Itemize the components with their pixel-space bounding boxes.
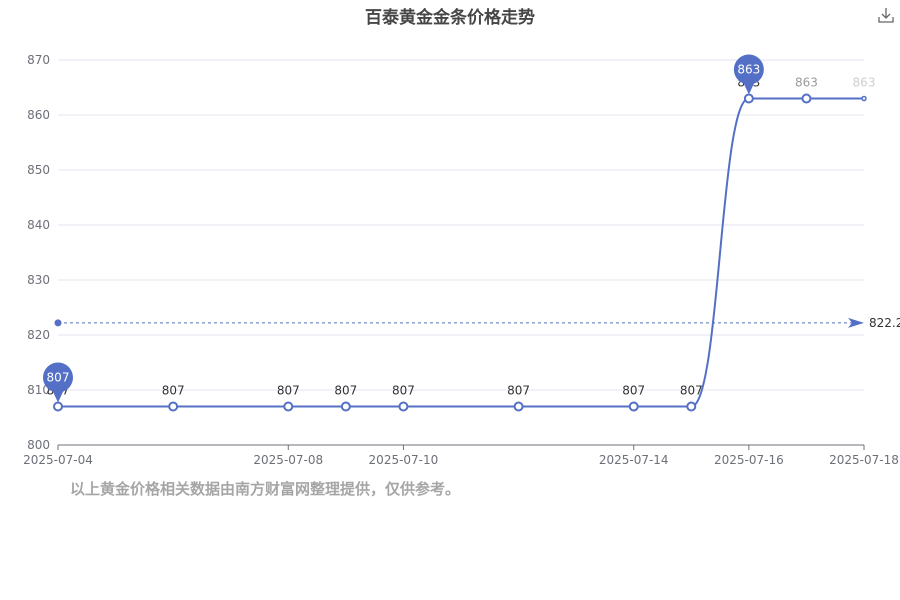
data-point (743, 93, 754, 104)
y-tick-label: 860 (27, 108, 50, 122)
data-label: 807 (392, 384, 415, 398)
average-line-label: 822.2 (869, 316, 900, 330)
series-line (58, 97, 864, 408)
x-tick-label: 2025-07-14 (599, 453, 669, 467)
y-tick-label: 830 (27, 273, 50, 287)
data-label: 863 (795, 76, 818, 90)
data-label: 807 (507, 384, 530, 398)
average-line-arrow (848, 317, 864, 328)
data-label: 807 (277, 384, 300, 398)
data-label: 807 (680, 384, 703, 398)
x-tick-label: 2025-07-10 (369, 453, 439, 467)
data-point (513, 401, 524, 412)
y-tick-label: 820 (27, 328, 50, 342)
y-tick-label: 850 (27, 163, 50, 177)
x-tick-label: 2025-07-18 (829, 453, 899, 467)
chart-title: 百泰黄金金条价格走势 (365, 8, 535, 28)
data-label: 807 (622, 384, 645, 398)
data-point (168, 401, 179, 412)
y-tick-label: 810 (27, 383, 50, 397)
max-marker (733, 54, 764, 85)
data-label: 807 (334, 384, 357, 398)
data-point (398, 401, 409, 412)
data-label: 863 (853, 76, 876, 90)
y-tick-label: 800 (27, 438, 50, 452)
download-icon[interactable] (876, 5, 896, 25)
data-point (861, 95, 867, 102)
min-marker (43, 362, 73, 393)
x-tick-label: 2025-07-08 (253, 453, 323, 467)
y-tick-label: 840 (27, 218, 50, 232)
data-point (801, 93, 812, 104)
y-tick-label: 870 (27, 53, 50, 67)
footnote: 以上黄金价格相关数据由南方财富网整理提供，仅供参考。 (70, 480, 461, 498)
average-line-start (54, 319, 62, 327)
data-point (628, 401, 639, 412)
min-marker-label: 807 (47, 371, 70, 385)
data-point (283, 401, 294, 412)
x-tick-label: 2025-07-16 (714, 453, 784, 467)
data-point (53, 401, 63, 412)
max-marker-label: 863 (737, 63, 760, 77)
data-point (686, 401, 697, 412)
x-tick-label: 2025-07-04 (23, 453, 93, 467)
data-point (340, 401, 351, 412)
data-label: 807 (162, 384, 185, 398)
